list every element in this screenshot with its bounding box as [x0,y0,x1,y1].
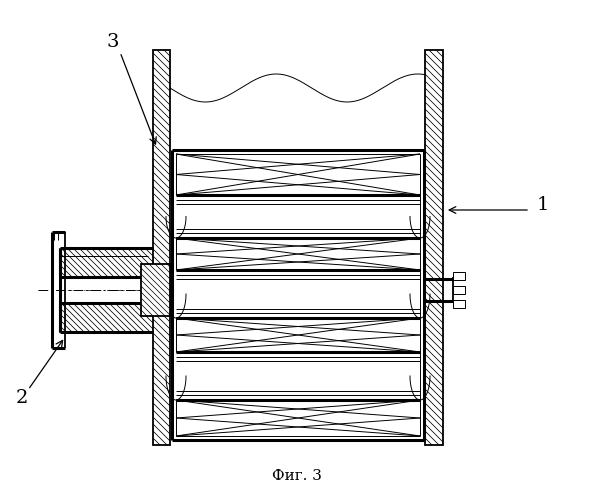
Polygon shape [176,195,420,238]
Polygon shape [176,352,420,400]
Polygon shape [153,50,170,445]
Polygon shape [453,300,465,308]
Polygon shape [172,150,424,440]
Text: 3: 3 [107,33,119,51]
Polygon shape [425,50,443,445]
Text: Фиг. 3: Фиг. 3 [272,469,322,483]
Polygon shape [453,272,465,280]
Polygon shape [453,286,465,294]
Text: 1: 1 [537,196,549,214]
Polygon shape [176,270,420,318]
Text: 2: 2 [16,389,28,407]
Polygon shape [141,264,170,316]
